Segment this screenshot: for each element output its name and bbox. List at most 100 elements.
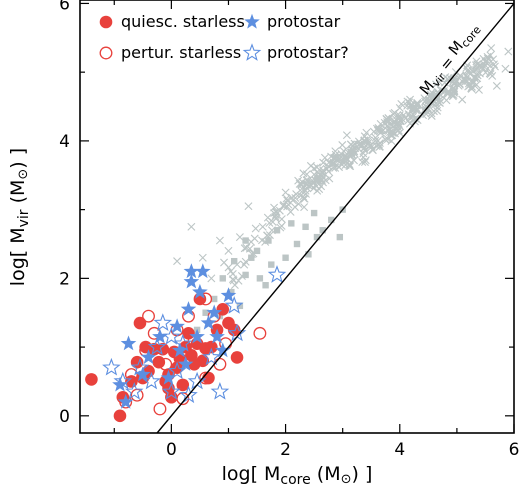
data-point xyxy=(242,271,249,279)
data-point-cross xyxy=(357,140,366,149)
data-point-cross xyxy=(501,64,510,73)
data-point-cross xyxy=(263,213,272,222)
legend-label: quiesc. starless xyxy=(121,12,245,31)
data-point-cross xyxy=(265,218,274,227)
data-point xyxy=(199,292,213,306)
data-point-cross xyxy=(271,208,280,217)
data-point xyxy=(336,233,344,241)
data-point xyxy=(210,295,218,303)
data-point xyxy=(313,233,321,241)
data-point-cross xyxy=(318,168,327,177)
data-point xyxy=(112,376,128,392)
data-point xyxy=(310,209,318,217)
data-point xyxy=(236,302,244,310)
data-point xyxy=(179,385,198,404)
data-point xyxy=(113,371,133,390)
data-point-cross xyxy=(338,141,347,150)
data-point-cross xyxy=(300,194,309,203)
data-point xyxy=(192,283,208,299)
data-point-cross xyxy=(467,82,476,91)
data-point-cross xyxy=(362,128,371,137)
data-point xyxy=(253,247,261,255)
data-point xyxy=(183,263,200,279)
data-point-cross xyxy=(358,158,367,166)
data-point-cross xyxy=(187,222,196,231)
legend-marker xyxy=(242,43,262,61)
data-point xyxy=(230,351,244,364)
data-point xyxy=(302,223,309,231)
data-point-cross xyxy=(458,95,467,104)
data-point xyxy=(135,366,151,382)
comparison-sample-crosses xyxy=(173,44,513,290)
data-point-cross xyxy=(441,73,450,82)
data-point xyxy=(230,257,238,265)
legend-item: protostar? xyxy=(242,43,349,62)
data-point-cross xyxy=(443,88,452,97)
data-point xyxy=(305,251,312,258)
data-point xyxy=(140,349,157,364)
data-point-cross xyxy=(376,126,385,135)
data-point-cross xyxy=(405,98,414,107)
data-point xyxy=(288,220,295,227)
data-point-cross xyxy=(281,188,290,197)
data-point-cross xyxy=(299,192,308,201)
legend-label: protostar xyxy=(267,12,341,31)
data-point xyxy=(210,382,230,400)
data-point-cross xyxy=(347,148,356,157)
legend-marker xyxy=(99,46,113,60)
data-point-cross xyxy=(240,244,249,253)
data-point-cross xyxy=(277,215,286,224)
data-point-cross xyxy=(302,176,311,185)
data-point-cross xyxy=(399,111,408,120)
data-point-cross xyxy=(320,153,329,162)
data-point-cross xyxy=(310,164,319,173)
y-axis-title: log[ Mvir (M⊙) ] xyxy=(7,148,32,286)
data-point xyxy=(267,265,287,283)
x-tick-label: 4 xyxy=(394,440,405,460)
data-point xyxy=(262,282,269,289)
reference-line xyxy=(156,2,515,434)
data-point xyxy=(152,328,168,344)
data-point-cross xyxy=(449,88,458,97)
data-point xyxy=(220,287,237,303)
data-point-cross xyxy=(381,135,390,144)
data-point-cross xyxy=(354,140,363,149)
data-point xyxy=(130,388,144,402)
data-point xyxy=(256,275,264,282)
data-point-cross xyxy=(257,236,266,245)
data-point-cross xyxy=(350,147,359,156)
data-point-cross xyxy=(310,170,319,179)
data-point xyxy=(216,302,230,316)
data-point-cross xyxy=(287,193,296,202)
data-point-cross xyxy=(375,142,384,151)
data-point-cross xyxy=(297,187,306,196)
data-point-cross xyxy=(331,147,340,156)
data-point-cross xyxy=(241,257,250,266)
y-tick-label: 6 xyxy=(59,0,70,14)
y-tick-label: 4 xyxy=(59,132,70,152)
data-point xyxy=(172,342,188,358)
data-point xyxy=(265,237,272,244)
data-point xyxy=(187,357,201,371)
axis-ticks: 0 2 4 6 0 2 4 6 xyxy=(59,0,519,460)
data-point xyxy=(328,216,335,224)
data-point xyxy=(273,227,281,234)
data-point xyxy=(183,273,200,289)
data-point xyxy=(248,254,255,261)
data-point-cross xyxy=(397,99,406,108)
data-point xyxy=(176,378,190,392)
data-point xyxy=(167,361,187,380)
legend-label: pertur. starless xyxy=(121,43,241,62)
data-point-cross xyxy=(342,131,351,140)
data-point-cross xyxy=(244,202,253,211)
data-point-cross xyxy=(467,84,476,93)
data-point-cross xyxy=(291,193,300,202)
reference-line-label: Mvir = Mcore xyxy=(416,23,484,98)
data-point-cross xyxy=(403,97,412,106)
legend-label: protostar? xyxy=(267,43,349,62)
data-point-cross xyxy=(251,224,260,233)
data-point-cross xyxy=(307,177,316,186)
data-point-cross xyxy=(339,147,348,156)
legend: quiesc. starless pertur. starless protosta… xyxy=(99,12,349,62)
